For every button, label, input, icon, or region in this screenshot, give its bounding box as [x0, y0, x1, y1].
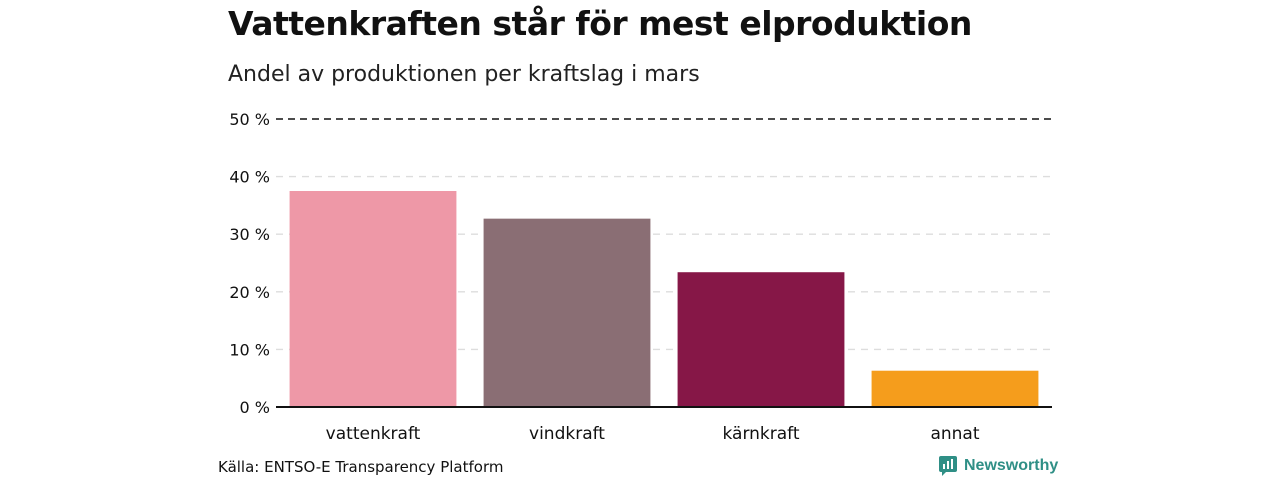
- x-axis-labels: vattenkraft vindkraft kärnkraft annat: [326, 424, 980, 444]
- y-tick-label: 50 %: [229, 110, 270, 129]
- chart-title: Vattenkraften står för mest elproduktion: [228, 4, 972, 43]
- y-axis-ticks: 0 % 10 % 20 % 30 % 40 % 50 %: [229, 110, 270, 417]
- y-tick-label: 10 %: [229, 340, 270, 359]
- x-tick-label: kärnkraft: [722, 424, 799, 444]
- y-tick-label: 30 %: [229, 225, 270, 244]
- y-tick-label: 40 %: [229, 168, 270, 187]
- brand-name: Newsworthy: [964, 457, 1059, 474]
- x-tick-label: vattenkraft: [326, 424, 421, 444]
- bar-annat: [871, 370, 1039, 407]
- bar-kärnkraft: [677, 272, 845, 407]
- source-note: Källa: ENTSO-E Transparency Platform: [218, 458, 504, 476]
- chart-subtitle: Andel av produktionen per kraftslag i ma…: [228, 62, 700, 87]
- y-tick-label: 0 %: [240, 398, 270, 417]
- bar-vindkraft: [483, 218, 651, 407]
- bar-vattenkraft: [289, 191, 457, 407]
- grid-lines: [276, 118, 1052, 351]
- brand-logo: Newsworthy: [938, 455, 1058, 477]
- x-tick-label: vindkraft: [529, 424, 605, 444]
- y-tick-label: 20 %: [229, 283, 270, 302]
- x-tick-label: annat: [930, 424, 979, 444]
- bars: [289, 191, 1039, 407]
- newsworthy-logo-icon: [939, 456, 957, 476]
